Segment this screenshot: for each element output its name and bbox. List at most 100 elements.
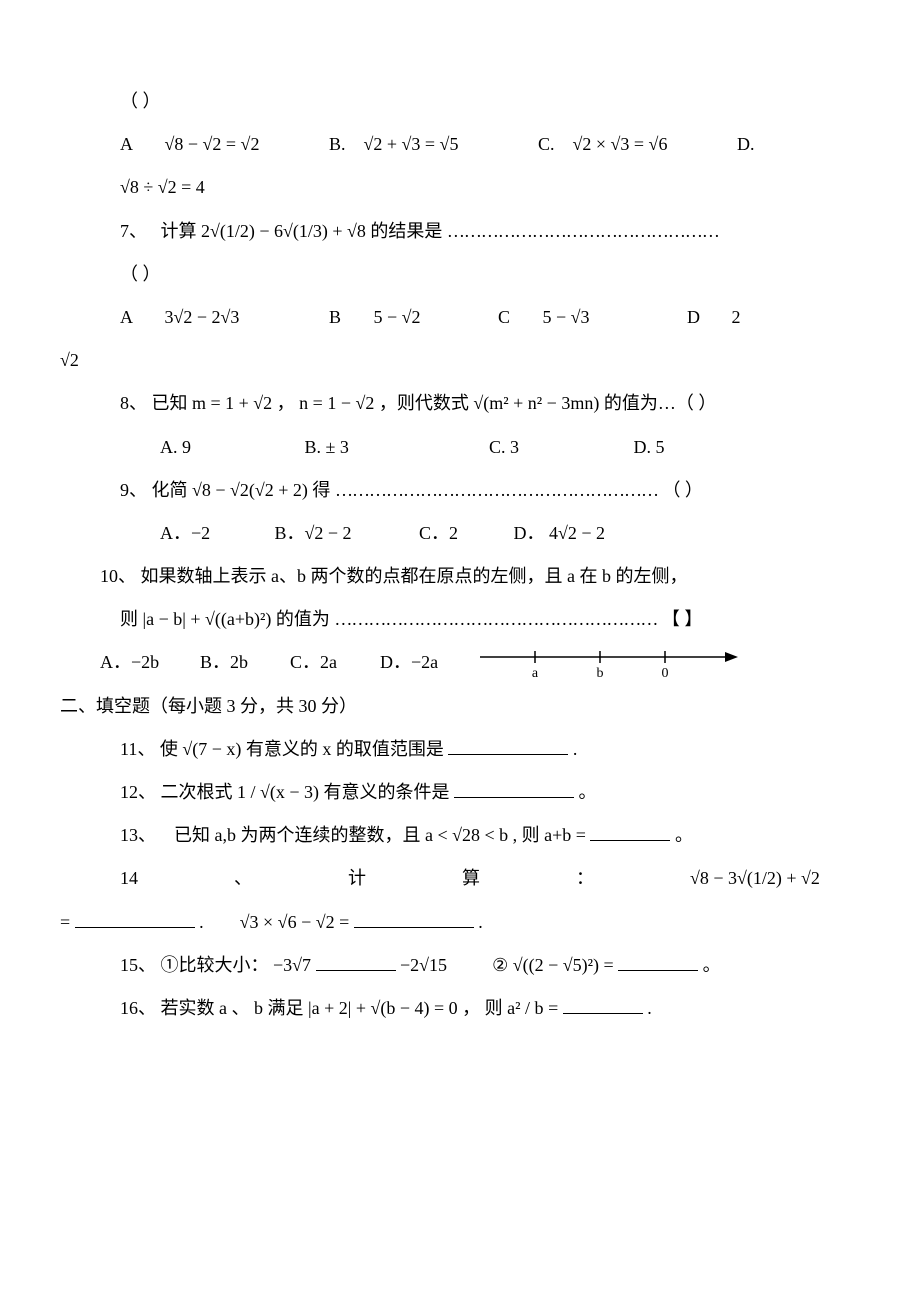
q16-mid: ， 则	[462, 998, 503, 1018]
paren-text: （ ）	[120, 264, 161, 284]
q7-optD-label: D	[687, 296, 727, 339]
q7-expr: 2√(1/2) − 6√(1/3) + √8	[201, 221, 366, 241]
q8-text: 已知 m = 1 + √2 ， n = 1 − √2 ，则代数式 √(m² + …	[152, 393, 717, 413]
q7-optD-expr: √2	[60, 350, 79, 370]
svg-text:b: b	[597, 666, 604, 681]
q15-p2-expr: √((2 − √5)²) =	[513, 955, 614, 975]
q14-line2: = . √3 × √6 − √2 = .	[60, 901, 860, 944]
svg-text:a: a	[532, 666, 539, 681]
dots: …………………………………………………	[334, 609, 657, 629]
q9-optD: D． 4√2 − 2	[514, 512, 606, 555]
paren-text: （ ）	[120, 91, 161, 111]
q8-optB: B. ± 3	[305, 426, 485, 469]
q9-optA: A．−2	[160, 512, 270, 555]
q7-optB-label: B	[329, 296, 369, 339]
q6-options-line1: A √8 − √2 = √2 B. √2 + √3 = √5 C. √2 × √…	[60, 123, 860, 166]
q15-tail: 。	[703, 955, 721, 975]
q14-colon: ：	[576, 857, 594, 900]
q15: 15、 ①比较大小： −3√7 −2√15 ② √((2 − √5)²) = 。	[60, 944, 860, 987]
q7-optD: 2	[732, 296, 741, 339]
q15-p1-label: ①比较大小：	[161, 955, 269, 975]
q6-optA: √8 − √2 = √2	[165, 123, 325, 166]
q12-post: 有意义的条件是	[324, 782, 450, 802]
q16-eq: =	[548, 998, 558, 1018]
q16: 16、 若实数 a 、 b 满足 |a + 2| + √(b − 4) = 0 …	[60, 987, 860, 1030]
q6-optC-label: C.	[538, 123, 568, 166]
q12: 12、 二次根式 1 / √(x − 3) 有意义的条件是 。	[60, 771, 860, 814]
q6-optB: √2 + √3 = √5	[364, 123, 534, 166]
paren-text: （ ）	[662, 480, 703, 500]
bracket-text: 【 】	[662, 609, 703, 629]
blank[interactable]	[590, 822, 670, 841]
q14-num: 14	[120, 857, 138, 900]
q9-optC: C．2	[419, 512, 509, 555]
q13-num: 13、	[120, 825, 156, 845]
q11-tail: .	[573, 739, 578, 759]
q13-post: , 则 a+b =	[513, 825, 586, 845]
q10-optC: C．2a	[290, 641, 380, 684]
svg-text:0: 0	[662, 666, 669, 681]
q6-optD-expr: √8 ÷ √2 = 4	[120, 177, 205, 197]
q12-pre: 二次根式	[161, 782, 233, 802]
blank[interactable]	[75, 909, 195, 928]
q11-post: 有意义的 x 的取值范围是	[246, 739, 444, 759]
q7-post: 的结果是	[370, 221, 442, 241]
q10-optD: D．−2a	[380, 641, 480, 684]
q12-num: 12、	[120, 782, 156, 802]
q7-optA-label: A	[120, 296, 160, 339]
q11-pre: 使	[160, 739, 178, 759]
q16-pre: 若实数 a 、 b 满足	[161, 998, 304, 1018]
q12-expr: 1 / √(x − 3)	[237, 782, 319, 802]
q10-optA: A．−2b	[100, 641, 200, 684]
dots: …………………………………………	[447, 221, 719, 241]
q11-num: 11、	[120, 739, 155, 759]
q9-optB: B．√2 − 2	[275, 512, 415, 555]
blank[interactable]	[448, 736, 568, 755]
q8-optC: C. 3	[489, 426, 629, 469]
blank[interactable]	[454, 779, 574, 798]
q14-w1: 计	[348, 857, 366, 900]
q6-optB-label: B.	[329, 123, 359, 166]
q14-tail2: .	[478, 912, 483, 932]
q8-num: 8、	[120, 393, 147, 413]
q7-options: A 3√2 − 2√3 B 5 − √2 C 5 − √3 D 2	[60, 296, 860, 339]
q14-w2: 算	[462, 857, 480, 900]
dots: …………………………………………………	[335, 480, 658, 500]
blank[interactable]	[354, 909, 474, 928]
q8-optA: A. 9	[160, 426, 300, 469]
q7-optA: 3√2 − 2√3	[165, 296, 325, 339]
q10-expr: |a − b| + √((a+b)²)	[143, 609, 272, 629]
q15-p1-right: −2√15	[400, 955, 447, 975]
q14-expr1: √8 − 3√(1/2) + √2	[690, 857, 820, 900]
q11: 11、 使 √(7 − x) 有意义的 x 的取值范围是 .	[60, 728, 860, 771]
q6-optD-label: D.	[737, 123, 755, 166]
q8-optD: D. 5	[634, 426, 665, 469]
q10-options: A．−2b B．2b C．2a D．−2a a b 0	[60, 641, 860, 684]
blank[interactable]	[618, 952, 698, 971]
q15-p2-label: ②	[492, 955, 508, 975]
q13-pre: 已知 a,b 为两个连续的整数，且	[174, 825, 421, 845]
q6-optC: √2 × √3 = √6	[573, 123, 733, 166]
q13: 13、 已知 a,b 为两个连续的整数，且 a < √28 < b , 则 a+…	[60, 814, 860, 857]
q7-pre: 计算	[161, 221, 197, 241]
q9-options: A．−2 B．√2 − 2 C．2 D． 4√2 − 2	[60, 512, 860, 555]
section2-text: 二、填空题（每小题 3 分，共 30 分）	[60, 696, 357, 716]
q10-text1: 如果数轴上表示 a、b 两个数的点都在原点的左侧，且 a 在 b 的左侧，	[141, 566, 688, 586]
q11-expr: √(7 − x)	[182, 739, 241, 759]
q13-expr: a < √28 < b	[425, 825, 508, 845]
blank[interactable]	[563, 995, 643, 1014]
q14-sep: 、	[234, 857, 252, 900]
q14-eq: =	[60, 912, 70, 932]
q14-tail1: .	[199, 912, 204, 932]
q7-optC: 5 − √3	[543, 296, 683, 339]
blank[interactable]	[316, 952, 396, 971]
q13-tail: 。	[675, 825, 693, 845]
number-line-icon: a b 0	[480, 645, 740, 681]
q10-optB: B．2b	[200, 641, 290, 684]
q7-paren: （ ）	[60, 253, 860, 296]
q16-tail: .	[647, 998, 652, 1018]
q15-num: 15、	[120, 955, 156, 975]
q10-stem2: 则 |a − b| + √((a+b)²) 的值为 ………………………………………	[60, 598, 860, 641]
q7-stem: 7、 计算 2√(1/2) − 6√(1/3) + √8 的结果是 …………………	[60, 210, 860, 253]
q15-p1-left: −3√7	[273, 955, 311, 975]
